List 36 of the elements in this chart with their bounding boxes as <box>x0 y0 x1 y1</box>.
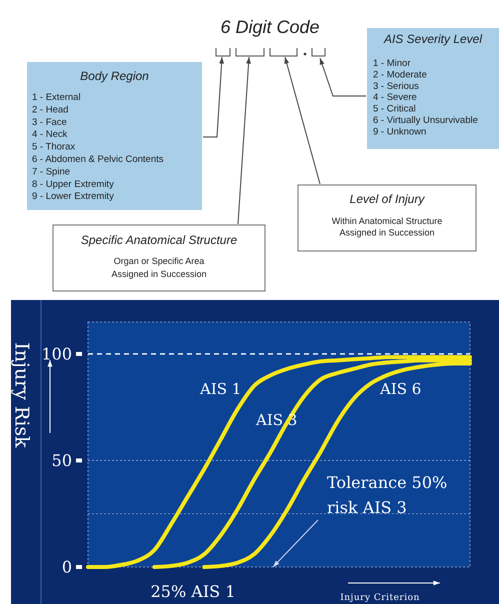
text: Organ or Specific Area <box>114 256 204 266</box>
text: 8 - Upper Extremity <box>32 178 114 190</box>
y-tick-label: 0 <box>62 558 72 577</box>
text: Specific Anatomical Structure <box>80 233 238 247</box>
text: Assigned in Succession <box>339 228 435 238</box>
text: 6 - Virtually Unsurvivable <box>373 115 478 126</box>
text: 9 - Lower Extremity <box>32 191 114 202</box>
text: Within Anatomical Structure <box>332 216 442 226</box>
series-label: AIS 1 <box>199 380 242 398</box>
series-label: AIS 6 <box>379 380 422 398</box>
x-axis-title: Injury Criterion <box>340 593 420 603</box>
text: 3 - Face <box>32 116 67 128</box>
text: 2 - Moderate <box>373 69 427 80</box>
series-label: AIS 3 <box>255 411 298 429</box>
line-series <box>86 355 472 569</box>
text: 25% AIS 1 <box>150 582 236 601</box>
text: 6 - Abdomen & Pelvic Contents <box>32 154 164 165</box>
text: 7 - Spine <box>32 166 70 178</box>
text: 1 - Minor <box>373 58 410 69</box>
text: 4 - Severe <box>373 92 417 104</box>
text: Level of Injury <box>350 192 426 206</box>
y-axis-title: Injury Risk <box>10 342 32 448</box>
text: 2 - Head <box>32 104 68 116</box>
text: 9 - Unknown <box>373 126 426 138</box>
text: 4 - Neck <box>32 129 68 140</box>
text: Assigned in Succession <box>111 269 207 279</box>
y-tick-label: 100 <box>41 344 72 364</box>
text: AIS Severity Level <box>382 32 482 46</box>
text: 5 - Thorax <box>32 142 76 153</box>
text: 6 Digit Code <box>220 17 320 37</box>
text: 5 - Critical <box>373 104 416 115</box>
text: 3 - Serious <box>373 80 420 92</box>
annotation: Tolerance 50% risk AIS 3 <box>327 473 448 517</box>
y-tick-label: 50 <box>52 451 72 470</box>
text: Body Region <box>80 69 150 83</box>
text: 1 - External <box>32 92 81 103</box>
